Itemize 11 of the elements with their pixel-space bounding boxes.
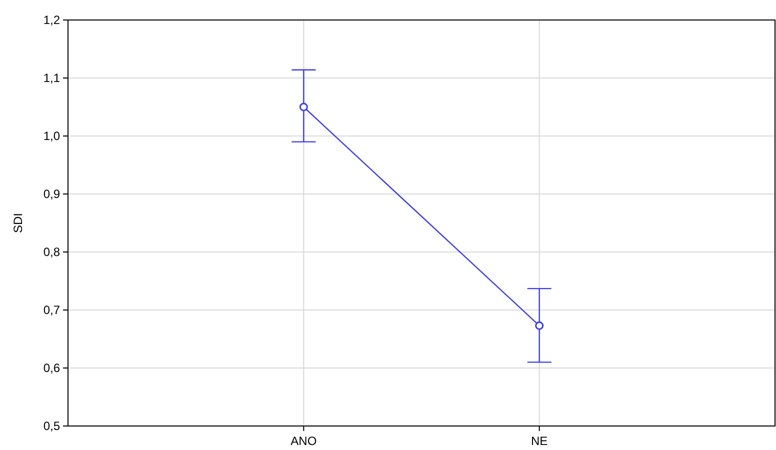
x-tick-label: ANO — [290, 434, 317, 448]
y-tick-label: 0,9 — [43, 187, 60, 202]
y-axis-title: SDI — [11, 212, 25, 234]
y-tick-label: 0,8 — [43, 245, 60, 260]
x-tick-label: NE — [530, 434, 548, 448]
y-tick-label: 0,6 — [43, 361, 60, 376]
y-tick-label: 1,0 — [43, 129, 60, 144]
y-tick-label: 0,7 — [43, 303, 60, 318]
y-tick-label: 0,5 — [43, 419, 60, 434]
y-tick-label: 1,1 — [43, 71, 60, 86]
y-tick-label: 1,2 — [43, 13, 60, 28]
